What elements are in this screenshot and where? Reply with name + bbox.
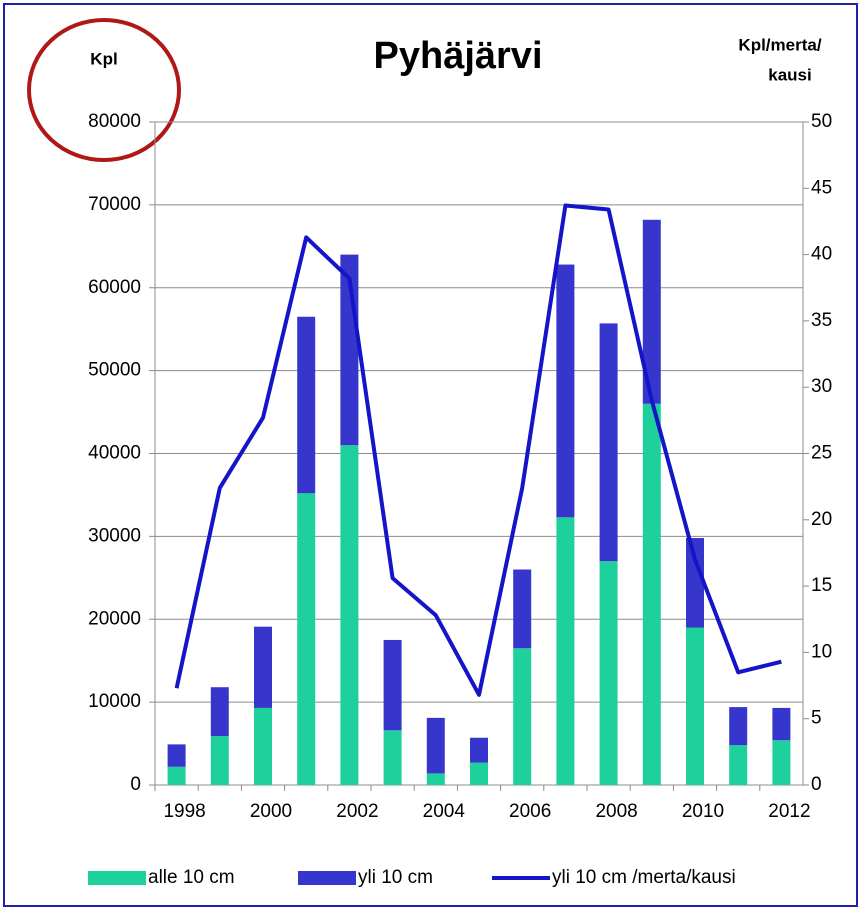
bar <box>254 707 272 785</box>
x-tick-label: 2012 <box>768 801 810 822</box>
highlight-circle <box>27 18 181 162</box>
bar <box>297 316 316 494</box>
bar <box>383 639 402 731</box>
y2-tick-label: 0 <box>811 774 822 795</box>
bar <box>556 264 575 518</box>
y-tick-label: 30000 <box>88 525 141 546</box>
legend-label: yli 10 cm /merta/kausi <box>552 867 736 888</box>
y-axis-label: Kpl <box>90 49 117 68</box>
bar <box>729 707 748 746</box>
y-tick-label: 40000 <box>88 443 141 464</box>
y2-tick-label: 45 <box>811 177 832 198</box>
bar <box>470 762 488 785</box>
y2-tick-label: 20 <box>811 509 832 530</box>
y-tick-label: 0 <box>130 774 141 795</box>
bar <box>426 773 445 785</box>
y2-tick-label: 10 <box>811 641 832 662</box>
y2-tick-label: 15 <box>811 575 832 596</box>
bar <box>642 219 661 404</box>
bar <box>340 445 359 785</box>
bar <box>513 569 532 649</box>
y-tick-label: 80000 <box>88 111 141 132</box>
legend-swatch <box>298 871 356 885</box>
bar <box>772 740 791 785</box>
bar <box>729 745 748 785</box>
bar <box>599 323 618 562</box>
y-tick-label: 10000 <box>88 691 141 712</box>
legend-label: yli 10 cm <box>358 867 433 888</box>
y2-tick-label: 35 <box>811 310 832 331</box>
y2-tick-label: 30 <box>811 376 832 397</box>
bar <box>599 561 618 785</box>
y-tick-label: 70000 <box>88 194 141 215</box>
y2-tick-label: 25 <box>811 443 832 464</box>
bar <box>772 707 791 741</box>
bar <box>210 687 229 737</box>
bar <box>167 766 186 785</box>
bar <box>686 627 704 785</box>
bar <box>167 744 186 767</box>
bar <box>513 648 532 785</box>
bar <box>642 403 661 785</box>
x-tick-label: 2004 <box>423 801 466 822</box>
bar <box>210 736 229 785</box>
y2-tick-label: 40 <box>811 244 832 265</box>
x-tick-label: 2006 <box>509 801 551 822</box>
x-tick-label: 2008 <box>595 801 637 822</box>
y2-tick-label: 5 <box>811 708 822 729</box>
y-tick-label: 20000 <box>88 608 141 629</box>
x-tick-label: 2000 <box>250 801 292 822</box>
bar <box>254 626 272 708</box>
y2-axis-label: Kpl/merta/ <box>738 35 821 54</box>
x-tick-label: 2002 <box>336 801 378 822</box>
y2-axis-label: kausi <box>768 65 811 84</box>
legend-label: alle 10 cm <box>148 867 235 888</box>
bar <box>426 717 445 774</box>
x-tick-label: 1998 <box>163 801 205 822</box>
y-tick-label: 60000 <box>88 277 141 298</box>
line <box>174 203 782 697</box>
bar <box>297 493 316 785</box>
legend-swatch <box>88 871 146 885</box>
bar <box>470 737 488 763</box>
bar <box>556 517 575 785</box>
chart-title: Pyhäjärvi <box>374 35 543 77</box>
y-tick-label: 50000 <box>88 360 141 381</box>
bar <box>383 730 402 785</box>
x-tick-label: 2010 <box>682 801 724 822</box>
y2-tick-label: 50 <box>811 111 832 132</box>
bar <box>686 538 704 628</box>
